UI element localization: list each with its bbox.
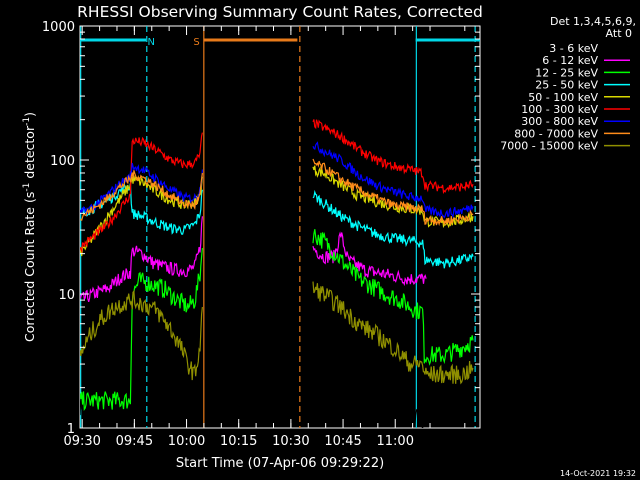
- series-line: [80, 175, 203, 257]
- legend-label: 3 - 6 keV: [549, 42, 598, 55]
- series-line: [80, 289, 203, 381]
- legend-label: 800 - 7000 keV: [514, 127, 598, 140]
- series-line: [312, 158, 474, 227]
- x-tick-label: 09:45: [116, 434, 153, 449]
- plot-frame: [79, 25, 481, 429]
- flag-label: N: [148, 37, 155, 48]
- timestamp-footer: 14-Oct-2021 19:32: [560, 469, 636, 478]
- y-axis-label-end: ): [22, 112, 37, 117]
- y-tick-label: 1000: [42, 20, 75, 35]
- legend-label: 7000 - 15000 keV: [500, 140, 598, 153]
- y-axis-label-sup2: -1: [22, 117, 32, 126]
- y-axis: 1 10 100 1000: [42, 20, 480, 437]
- x-tick-label: 10:45: [324, 434, 361, 449]
- x-tick-label: 10:30: [272, 434, 309, 449]
- flag-label: S: [193, 37, 199, 48]
- x-tick-label: 10:00: [168, 434, 205, 449]
- y-tick-label: 10: [58, 288, 75, 303]
- series-line: [312, 119, 474, 195]
- x-axis: 09:30 09:45 10:00 10:15 10:30 10:45 11:00: [63, 26, 466, 449]
- series-line: [312, 281, 474, 385]
- series-line: [312, 141, 474, 219]
- legend-header-2: Att 0: [606, 27, 632, 40]
- series-line: [312, 229, 474, 366]
- series-line: [312, 189, 474, 269]
- y-axis-label: Corrected Count Rate (s-1 detector-1): [22, 112, 37, 342]
- series-line: [80, 216, 203, 303]
- series-line: [312, 260, 427, 428]
- legend-label: 12 - 25 keV: [535, 66, 598, 79]
- series-line: [80, 132, 203, 254]
- series-line: [80, 170, 203, 221]
- series-group: [80, 26, 480, 428]
- x-tick-label: 11:00: [377, 434, 414, 449]
- legend-label: 25 - 50 keV: [535, 79, 598, 92]
- y-tick-label: 100: [50, 154, 75, 169]
- legend-label: 50 - 100 keV: [528, 91, 598, 104]
- series-line: [80, 248, 203, 411]
- y-axis-label-main: Corrected Count Rate (s: [22, 192, 37, 342]
- legend-label: 300 - 800 keV: [521, 115, 598, 128]
- chart-title: RHESSI Observing Summary Count Rates, Co…: [77, 3, 483, 21]
- y-axis-label-sup1: -1: [22, 183, 32, 192]
- legend-label: 100 - 300 keV: [521, 103, 598, 116]
- series-line: [312, 231, 427, 287]
- x-axis-label: Start Time (07-Apr-06 09:29:22): [176, 456, 384, 471]
- legend-label: 6 - 12 keV: [542, 54, 598, 67]
- y-axis-label-mid: detector: [22, 125, 37, 183]
- legend-header-1: Det 1,3,4,5,6,9,: [550, 15, 636, 28]
- x-tick-label: 09:30: [63, 434, 100, 449]
- x-tick-label: 10:15: [220, 434, 257, 449]
- series-line: [80, 162, 203, 215]
- y-tick-label: 1: [67, 422, 75, 437]
